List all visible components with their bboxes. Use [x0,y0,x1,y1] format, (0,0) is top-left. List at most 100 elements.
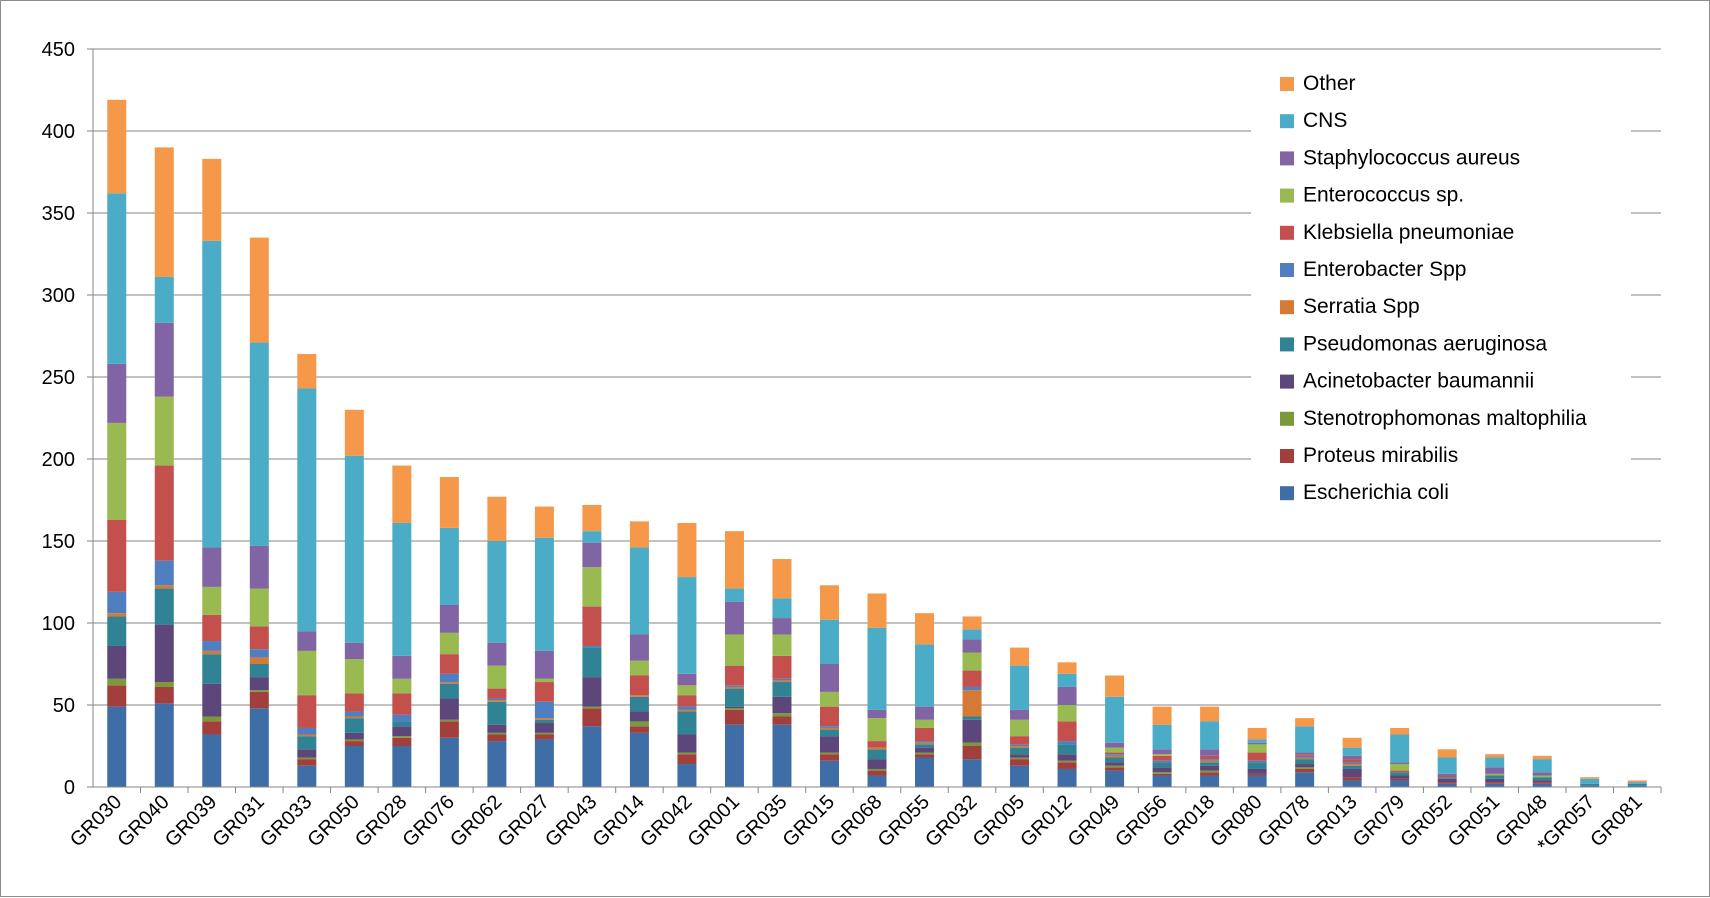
bar-segment [677,673,697,686]
bar-segment [1485,778,1505,783]
bar-segment [915,613,935,645]
bar-segment [819,727,839,730]
legend-swatch [1280,225,1294,240]
bar-segment [1342,780,1362,787]
bar-segment [344,693,364,712]
bar-segment [1390,778,1410,781]
bar-segment [1485,757,1505,768]
bar-segment [629,732,649,787]
bar-segment [915,727,935,742]
bar-segment [819,706,839,727]
bar-segment [772,716,792,725]
bar-segment [344,718,364,733]
bar-segment [582,647,602,678]
legend-label: Pseudomonas aeruginosa [1303,332,1547,355]
bar-segment [962,686,982,691]
bar-segment [439,698,459,720]
bar-segment [1200,760,1220,763]
bar-segment [1532,775,1552,778]
bar-segment [107,678,127,686]
x-tick-label: GR039 [161,791,221,851]
legend-swatch [1280,263,1294,277]
bar-segment [1152,706,1172,725]
bar-segment [1105,762,1125,766]
bar-segment [629,726,649,733]
bar-segment [1342,777,1362,781]
bar-segment [534,701,554,719]
legend-swatch [1280,151,1294,166]
bar-segment [1247,727,1267,740]
bar-segment [1580,777,1600,779]
bar-segment [1295,768,1315,773]
bar-segment [154,322,174,397]
bar-segment [1485,775,1505,779]
x-tick-label: GR068 [826,791,886,851]
bar-segment [582,567,602,607]
bar-segment [1057,744,1077,755]
x-tick-label: GR030 [66,791,126,851]
bar-segment [1580,778,1600,784]
bar-segment [439,737,459,787]
bar-segment [439,673,459,683]
bar-segment [867,741,887,748]
bar-segment [107,363,127,423]
bar-segment [439,682,459,684]
bar-segment [1057,686,1077,705]
legend-label: Enterobacter Spp [1303,258,1466,281]
bar-segment [1057,721,1077,742]
bar-segment [1295,772,1315,787]
bar-segment [154,682,174,687]
bar-segment [392,714,412,722]
bar-segment [582,726,602,787]
bar-segment [107,193,127,364]
bar-segment [819,585,839,620]
bar-segment [582,531,602,543]
bar-segment [297,727,317,735]
bar-segment [249,677,269,691]
bar-segment [1200,775,1220,787]
bar-segment [819,619,839,664]
bar-segment [344,642,364,660]
bar-segment [154,624,174,683]
bar-segment [107,422,127,520]
bar-segment [1342,768,1362,778]
bar-segment [439,654,459,674]
bar-segment [1200,770,1220,773]
bar-segment [867,627,887,710]
bar-segment [1390,780,1410,787]
bar-segment [344,659,364,694]
bar-segment [154,686,174,704]
bar-segment [392,736,412,738]
bar-segment [107,591,127,614]
bar-segment [677,752,697,755]
bar-segment [154,465,174,561]
legend-label: Staphylococcus aureus [1303,146,1520,169]
bar-segment [249,657,269,664]
bar-segment [1342,737,1362,748]
bar-segment [819,664,839,692]
bar-segment [1342,755,1362,760]
bar-segment [915,752,935,755]
bar-segment [1010,765,1030,787]
x-tick-label: GR076 [399,791,459,851]
bar-segment [344,746,364,787]
bar-segment [297,354,317,389]
bar-segment [915,754,935,758]
bar-segment [487,496,507,541]
bar-segment [1437,777,1457,779]
bar-segment [439,527,459,605]
bar-segment [724,708,744,710]
bar-segment [819,760,839,787]
y-tick-label: 450 [42,39,75,61]
bar-segment [297,736,317,750]
legend-label: CNS [1303,109,1347,132]
bar-segment [1295,726,1315,753]
bar-segment [1105,742,1125,748]
bar-segment [487,698,507,701]
bar-segment [1390,762,1410,765]
legend-label: Proteus mirabilis [1303,444,1458,467]
bar-segment [677,711,697,735]
bar-segment [962,759,982,787]
bar-segment [1485,773,1505,776]
bar-segment [392,726,412,737]
